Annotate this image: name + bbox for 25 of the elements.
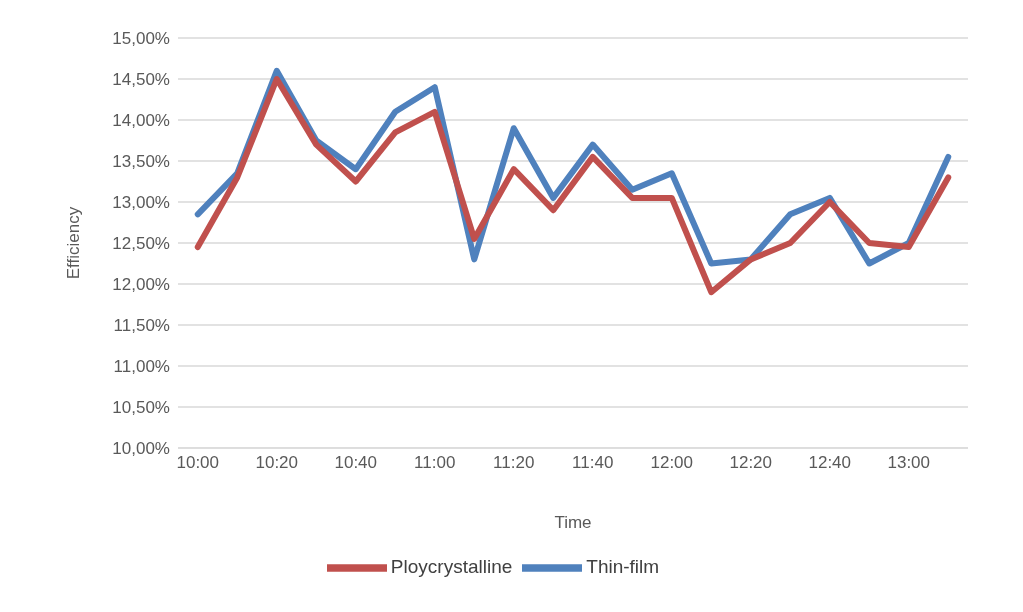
x-tick-label: 11:00 bbox=[414, 453, 456, 473]
y-axis-title: Efficiency bbox=[64, 206, 84, 280]
x-tick-label: 12:40 bbox=[808, 453, 852, 473]
x-tick-label: 10:40 bbox=[334, 453, 378, 473]
x-tick-label: 13:00 bbox=[887, 453, 931, 473]
legend-label: Ploycrystalline bbox=[390, 556, 513, 578]
x-tick-label: 11:40 bbox=[572, 453, 614, 473]
legend-label: Thin-film bbox=[586, 556, 660, 578]
y-tick-label: 12,50% bbox=[112, 234, 170, 254]
x-tick-label: 10:00 bbox=[176, 453, 220, 473]
x-tick-label: 12:20 bbox=[729, 453, 773, 473]
y-tick-label: 14,00% bbox=[112, 111, 170, 131]
y-tick-label: 13,50% bbox=[112, 152, 170, 172]
y-tick-label: 11,50% bbox=[113, 316, 170, 336]
y-tick-label: 12,00% bbox=[112, 275, 170, 295]
x-tick-label: 12:00 bbox=[650, 453, 694, 473]
x-tick-label: 10:20 bbox=[255, 453, 299, 473]
x-axis-title: Time bbox=[554, 513, 592, 532]
y-tick-label: 13,00% bbox=[112, 193, 170, 213]
y-tick-label: 11,00% bbox=[113, 357, 170, 377]
y-tick-label: 15,00% bbox=[112, 29, 170, 49]
y-tick-label: 10,50% bbox=[112, 398, 170, 418]
y-tick-label: 10,00% bbox=[112, 439, 170, 459]
x-tick-label: 11:20 bbox=[493, 453, 535, 473]
y-tick-label: 14,50% bbox=[112, 70, 170, 90]
